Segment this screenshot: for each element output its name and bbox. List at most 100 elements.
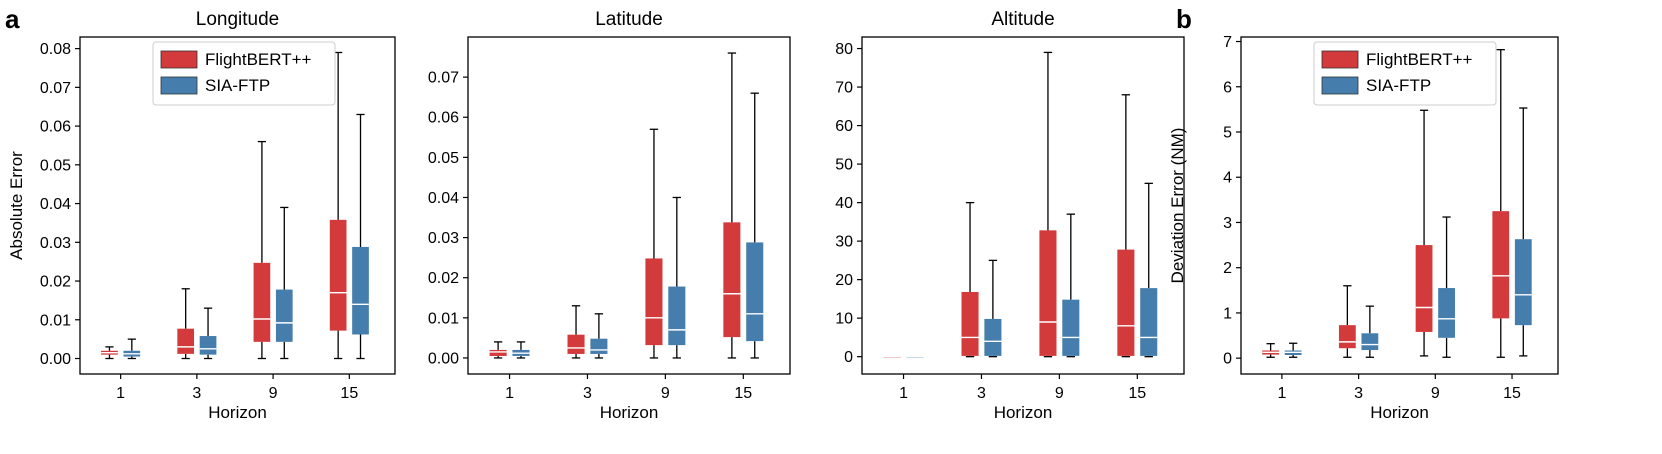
- y-tick-label: 0.05: [40, 157, 71, 174]
- y-tick-label: 0.05: [428, 150, 459, 167]
- box-body: [177, 328, 195, 354]
- box-flightbert-9: [253, 140, 271, 360]
- panel-3: 0 1 2 3 4 5 6 7 1 3 9 15 Horizon Deviation Error (NM)…: [1168, 34, 1559, 422]
- box-siaftp-15: [746, 92, 764, 359]
- y-tick-label: 0.02: [428, 270, 459, 287]
- box-body: [567, 334, 585, 354]
- y-tick-label: 20: [835, 272, 853, 289]
- box-body: [329, 219, 347, 331]
- y-tick-label: 10: [835, 311, 853, 328]
- legend-label: SIA-FTP: [205, 76, 270, 95]
- y-tick-label: 0.03: [428, 230, 459, 247]
- y-axis-label: Absolute Error: [7, 151, 26, 260]
- x-tick-label: 15: [1503, 385, 1521, 402]
- y-axis-label: Deviation Error (NM): [1168, 128, 1187, 284]
- box-siaftp-1: [1284, 342, 1302, 358]
- x-tick-label: 15: [734, 385, 752, 402]
- x-tick-label: 1: [116, 385, 125, 402]
- box-siaftp-3: [984, 259, 1002, 358]
- y-tick-label: 0.04: [428, 190, 459, 207]
- y-tick-label: 0.07: [40, 80, 71, 97]
- box-body: [723, 222, 741, 338]
- box-body: [253, 262, 271, 342]
- y-tick-label: 2: [1223, 260, 1232, 277]
- box-siaftp-9: [1062, 213, 1080, 358]
- box-siaftp-15: [1514, 107, 1532, 357]
- box-body: [1514, 239, 1532, 326]
- y-tick-label: 0: [1223, 351, 1232, 368]
- box-siaftp-9: [668, 196, 686, 359]
- box-flightbert-15: [329, 51, 347, 360]
- x-tick-label: 15: [1128, 385, 1146, 402]
- box-body: [1140, 288, 1158, 356]
- y-tick-label: 0.00: [40, 351, 71, 368]
- y-tick-label: 0.01: [40, 312, 71, 329]
- box-flightbert-15: [1117, 94, 1135, 358]
- box-flightbert-1: [883, 355, 901, 358]
- y-tick-label: 80: [835, 41, 853, 58]
- box-body: [1338, 325, 1356, 349]
- box-body: [645, 258, 663, 346]
- legend-swatch: [1321, 50, 1359, 69]
- box-flightbert-3: [961, 201, 979, 358]
- x-tick-label: 3: [192, 385, 201, 402]
- box-body: [1492, 211, 1510, 319]
- panel-0: Longitude 0.00 0.01 0.02 0.03 0.04 0.05 0.06 0.0…: [7, 9, 396, 422]
- legend-label: SIA-FTP: [1366, 76, 1431, 95]
- y-tick-label: 30: [835, 234, 853, 251]
- box-body: [590, 338, 608, 354]
- y-tick-label: 70: [835, 80, 853, 97]
- box-siaftp-3: [199, 307, 217, 360]
- legend-label: FlightBERT++: [205, 50, 312, 69]
- box-siaftp-3: [590, 313, 608, 359]
- box-body: [1415, 245, 1433, 332]
- y-tick-label: 7: [1223, 34, 1232, 51]
- panel-letter-b: b: [1176, 4, 1192, 34]
- x-tick-label: 15: [340, 385, 358, 402]
- y-tick-label: 0.06: [428, 110, 459, 127]
- chart-panels: Longitude 0.00 0.01 0.02 0.03 0.04 0.05 0.06 0.0…: [7, 9, 1559, 422]
- x-tick-label: 9: [661, 385, 670, 402]
- box-body: [1039, 230, 1057, 356]
- y-tick-label: 0.00: [428, 350, 459, 367]
- box-body: [1361, 333, 1379, 351]
- box-body: [984, 318, 1002, 356]
- x-tick-label: 9: [1431, 385, 1440, 402]
- box-flightbert-15: [723, 52, 741, 359]
- box-siaftp-1: [512, 341, 530, 359]
- panel-1: Latitude 0.00 0.01 0.02 0.03 0.04 0.05 0.06 0.07…: [428, 9, 791, 422]
- legend-label: FlightBERT++: [1366, 50, 1473, 69]
- x-tick-label: 3: [1354, 385, 1363, 402]
- box-siaftp-15: [352, 113, 369, 360]
- box-body: [668, 286, 686, 346]
- box-body: [1062, 299, 1080, 356]
- y-tick-label: 0.02: [40, 274, 71, 291]
- box-flightbert-1: [489, 341, 507, 359]
- y-tick-label: 50: [835, 157, 853, 174]
- y-tick-label: 0.04: [40, 196, 71, 213]
- box-flightbert-3: [177, 288, 195, 360]
- box-body: [1117, 249, 1135, 356]
- box-siaftp-15: [1140, 182, 1158, 358]
- chart-title: Longitude: [196, 9, 279, 30]
- y-tick-label: 6: [1223, 79, 1232, 96]
- y-tick-label: 0.08: [40, 41, 71, 58]
- y-tick-label: 60: [835, 118, 853, 135]
- legend: FlightBERT++ SIA-FTP: [152, 41, 336, 106]
- panel-2: Altitude 0 10 20 30 40 50 60 70 80 1 3 9 15 Horizon: [835, 9, 1185, 422]
- legend-swatch: [160, 50, 198, 69]
- x-tick-label: 1: [1277, 385, 1286, 402]
- panel-letter-a: a: [5, 4, 20, 34]
- box-body: [489, 349, 507, 356]
- x-tick-label: 1: [899, 385, 908, 402]
- y-tick-label: 3: [1223, 215, 1232, 232]
- box-flightbert-3: [1338, 285, 1356, 358]
- x-axis-label: Horizon: [600, 403, 659, 422]
- x-axis-label: Horizon: [208, 403, 267, 422]
- box-siaftp-9: [1438, 216, 1455, 358]
- box-flightbert-1: [101, 346, 118, 360]
- y-tick-label: 0.03: [40, 235, 71, 252]
- box-flightbert-9: [645, 128, 663, 359]
- box-siaftp-9: [275, 206, 293, 360]
